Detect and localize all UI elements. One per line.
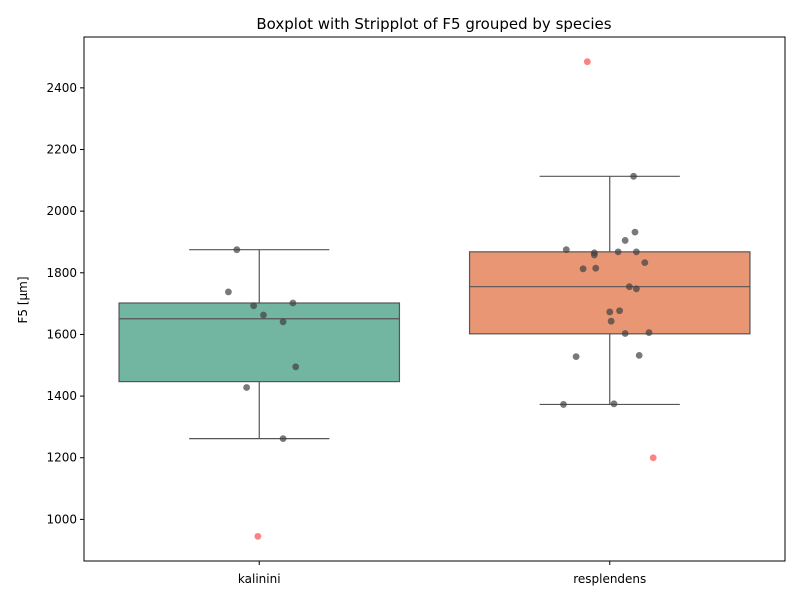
strip-point [632, 285, 640, 293]
strip-point [225, 288, 232, 296]
y-axis-label: F5 [μm] [16, 276, 30, 323]
outlier-point [649, 454, 657, 462]
strip-point [610, 400, 618, 408]
strip-point [621, 330, 629, 337]
strip-point [572, 353, 580, 361]
strip-point [243, 384, 251, 391]
strip-point [260, 311, 267, 319]
strip-point [250, 302, 258, 310]
strip-point [579, 265, 587, 273]
y-tick-label: 1600 [46, 327, 77, 341]
y-tick-label: 1800 [46, 266, 77, 280]
outlier-point [254, 532, 262, 540]
box-kalinini [118, 302, 401, 383]
strip-point [645, 329, 653, 336]
strip-point [616, 307, 623, 315]
y-tick-label: 2400 [46, 81, 77, 95]
x-category-label: kalinini [238, 572, 281, 586]
strip-point [606, 308, 614, 316]
y-tick-label: 1200 [46, 451, 77, 465]
outlier-point [583, 58, 591, 66]
y-tick-label: 1400 [46, 389, 77, 403]
strip-point [590, 251, 598, 259]
strip-point [279, 435, 287, 443]
strip-point [592, 264, 600, 272]
strip-point [641, 259, 649, 267]
strip-point [562, 246, 570, 254]
strip-point [630, 172, 637, 180]
strip-point [631, 228, 639, 236]
strip-point [607, 317, 615, 325]
strip-point [279, 318, 287, 326]
chart-title: Boxplot with Stripplot of F5 grouped by … [256, 15, 611, 33]
strip-point [625, 283, 633, 291]
plot-frame [83, 36, 786, 562]
y-tick-label: 2000 [46, 204, 77, 218]
strip-point [635, 352, 643, 359]
strip-point [292, 363, 300, 371]
strip-point [621, 237, 629, 244]
y-tick-label: 2200 [46, 143, 77, 157]
strip-point [632, 248, 640, 256]
y-tick-label: 1000 [46, 512, 77, 526]
x-category-label: resplendens [573, 572, 646, 586]
strip-point [233, 246, 241, 254]
strip-point [614, 248, 622, 256]
strip-point [289, 299, 297, 307]
plot-area: 1000 1200 1400 1600 1800 2000 2200 2400 kalinini… [46, 58, 751, 586]
strip-point [560, 401, 567, 408]
